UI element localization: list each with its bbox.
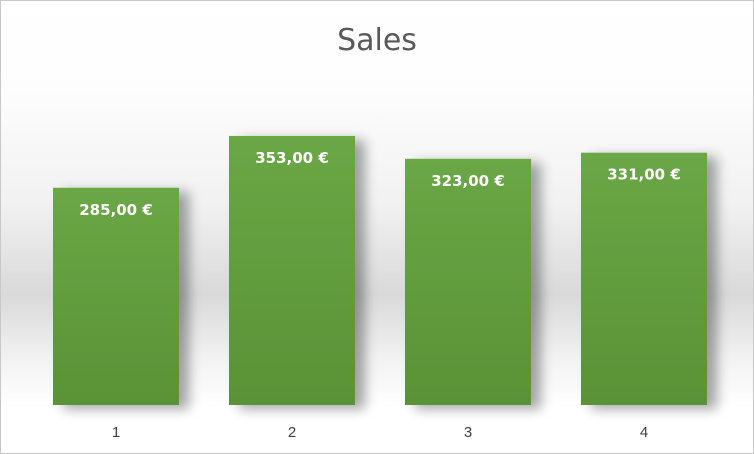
- bars-layer: [53, 135, 707, 406]
- x-tick-label-2: 2: [288, 424, 296, 441]
- x-tick-label-4: 4: [640, 424, 648, 441]
- bar-4: [581, 152, 707, 405]
- bar-2: [229, 135, 355, 406]
- x-tick-label-3: 3: [464, 424, 472, 441]
- data-label-3: 323,00 €: [431, 172, 505, 190]
- data-label-4: 331,00 €: [607, 166, 681, 184]
- chart-title: Sales: [337, 23, 417, 58]
- data-label-1: 285,00 €: [79, 201, 153, 219]
- data-labels-layer: 285,00 € 353,00 € 323,00 € 331,00 €: [79, 149, 681, 219]
- x-tick-label-1: 1: [112, 424, 120, 441]
- bar-1: [53, 187, 179, 405]
- bar-3: [405, 158, 531, 405]
- data-label-2: 353,00 €: [255, 149, 329, 167]
- x-axis-ticks: 1 2 3 4: [112, 424, 648, 441]
